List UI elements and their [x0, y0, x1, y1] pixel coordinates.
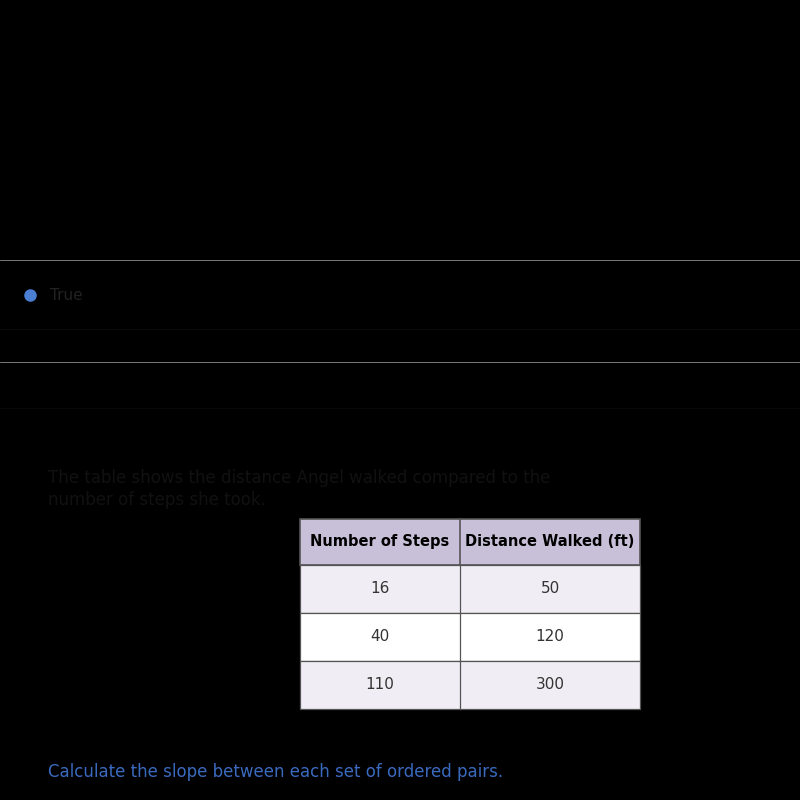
- Bar: [300, 661, 640, 709]
- Text: Question 2: Question 2: [24, 377, 134, 394]
- Text: Number of Steps: Number of Steps: [310, 534, 450, 550]
- Text: Calculate the slope between each set of ordered pairs.: Calculate the slope between each set of …: [48, 763, 503, 781]
- Text: number of steps she took.: number of steps she took.: [48, 490, 266, 509]
- Text: True: True: [50, 288, 82, 302]
- Text: 40: 40: [370, 630, 390, 644]
- Text: 300: 300: [535, 678, 565, 692]
- Bar: [300, 565, 640, 613]
- Text: 110: 110: [366, 678, 394, 692]
- Text: Distance Walked (ft): Distance Walked (ft): [466, 534, 634, 550]
- Text: 1 pt: 1 pt: [747, 377, 780, 394]
- Text: 120: 120: [535, 630, 565, 644]
- Text: 50: 50: [540, 582, 560, 596]
- Text: The table shows the distance Angel walked compared to the: The table shows the distance Angel walke…: [48, 469, 550, 486]
- Bar: [300, 613, 640, 661]
- Text: 16: 16: [370, 582, 390, 596]
- Bar: [300, 519, 640, 565]
